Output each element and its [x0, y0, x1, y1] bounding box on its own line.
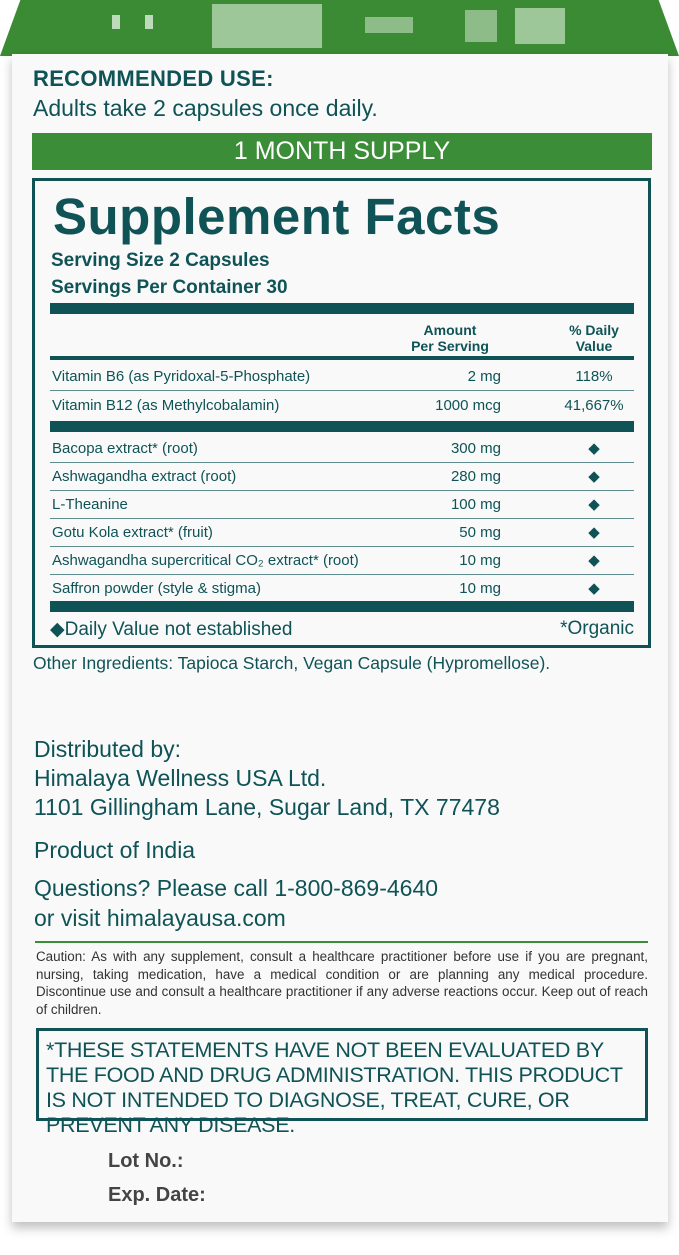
serving-size: Serving Size 2 Capsules [51, 250, 270, 271]
nutrient-amount: 10 mg [459, 552, 501, 569]
fda-disclaimer: *THESE STATEMENTS HAVE NOT BEEN EVALUATE… [36, 1028, 648, 1137]
nutrient-daily-value: 41,667% [564, 397, 624, 414]
distributor-name: Himalaya Wellness USA Ltd. [34, 765, 327, 791]
label-panel [12, 54, 668, 1222]
nutrient-row: Vitamin B12 (as Methylcobalamin) 1000 mcg… [50, 392, 634, 420]
lot-number-label: Lot No.: [108, 1150, 184, 1172]
nutrient-amount: 1000 mcg [435, 397, 501, 414]
nutrient-daily-value: ◆ [588, 440, 600, 457]
contact-website: or visit himalayausa.com [34, 905, 286, 931]
nutrient-daily-value: ◆ [588, 580, 600, 597]
contact-phone: Questions? Please call 1-800-869-4640 [34, 875, 439, 901]
distributor-label: Distributed by: [34, 736, 182, 762]
nutrient-name: Bacopa extract* (root) [52, 440, 198, 457]
nutrient-amount: 300 mg [450, 440, 501, 457]
nutrient-daily-value: 118% [575, 368, 613, 385]
supplement-facts-panel: Supplement Facts Serving Size 2 Capsules… [32, 178, 651, 648]
nutrient-name: Saffron powder (style & stigma) [52, 580, 261, 597]
green-divider [35, 941, 648, 943]
divider-bar [50, 303, 634, 314]
nutrient-amount: 10 mg [459, 580, 501, 597]
recommended-use-text: Adults take 2 capsules once daily. [33, 95, 378, 121]
nutrient-name: L-Theanine [52, 496, 128, 513]
divider-bar [50, 356, 634, 360]
amount-header: Amount Per Serving [411, 322, 489, 354]
nutrient-row: Bacopa extract* (root) 300 mg ◆ [50, 435, 634, 463]
servings-per-container: Servings Per Container 30 [51, 277, 288, 298]
nutrient-name: Vitamin B6 (as Pyridoxal-5-Phosphate) [52, 368, 311, 385]
nutrient-row: Saffron powder (style & stigma) 10 mg ◆ [50, 575, 634, 603]
nutrient-row: L-Theanine 100 mg ◆ [50, 491, 634, 519]
nutrient-name: Vitamin B12 (as Methylcobalamin) [52, 397, 280, 414]
nutrient-daily-value: ◆ [588, 524, 600, 541]
other-ingredients: Other Ingredients: Tapioca Starch, Vegan… [33, 653, 551, 673]
divider-bar [50, 421, 634, 432]
expiration-date-label: Exp. Date: [108, 1184, 206, 1206]
recommended-use-heading: RECOMMENDED USE: [33, 66, 274, 91]
product-origin: Product of India [34, 837, 196, 863]
nutrient-name: Ashwagandha extract (root) [52, 468, 237, 485]
supplement-facts-title: Supplement Facts [53, 188, 501, 245]
nutrient-name: Ashwagandha supercritical CO₂ extract* (… [52, 552, 359, 569]
box-top-flap [0, 0, 679, 56]
nutrient-row: Ashwagandha supercritical CO₂ extract* (… [50, 547, 634, 575]
daily-value-header: % Daily Value [569, 322, 619, 354]
nutrient-row: Gotu Kola extract* (fruit) 50 mg ◆ [50, 519, 634, 547]
supply-banner: 1 MONTH SUPPLY [32, 133, 652, 170]
nutrient-amount: 100 mg [450, 496, 501, 513]
nutrient-name: Gotu Kola extract* (fruit) [52, 524, 213, 541]
nutrient-amount: 50 mg [459, 524, 501, 541]
daily-value-footnote: ◆Daily Value not established [50, 619, 293, 640]
nutrient-daily-value: ◆ [588, 468, 600, 485]
organic-footnote: *Organic [560, 618, 634, 639]
distributor-address: 1101 Gillingham Lane, Sugar Land, TX 774… [34, 794, 500, 820]
nutrient-row: Ashwagandha extract (root) 280 mg ◆ [50, 463, 634, 491]
nutrient-daily-value: ◆ [588, 552, 600, 569]
nutrient-daily-value: ◆ [588, 496, 600, 513]
nutrient-row: Vitamin B6 (as Pyridoxal-5-Phosphate) 2 m… [50, 363, 634, 391]
divider-bar [50, 601, 634, 612]
caution-text: Caution: As with any supplement, consult… [36, 949, 648, 1017]
nutrient-amount: 280 mg [450, 468, 501, 485]
nutrient-amount: 2 mg [467, 368, 501, 385]
